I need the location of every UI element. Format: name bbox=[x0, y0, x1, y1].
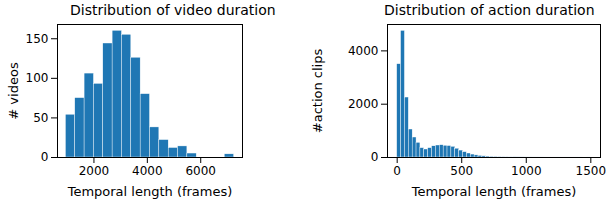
svg-text:1500: 1500 bbox=[576, 164, 607, 178]
svg-text:2000: 2000 bbox=[79, 164, 110, 178]
svg-text:4000: 4000 bbox=[348, 44, 379, 58]
svg-text:6000: 6000 bbox=[185, 164, 216, 178]
svg-text:# videos: # videos bbox=[6, 62, 21, 120]
svg-text:Temporal length (frames): Temporal length (frames) bbox=[411, 184, 577, 199]
svg-text:150: 150 bbox=[26, 32, 49, 46]
svg-text:500: 500 bbox=[450, 164, 473, 178]
svg-text:100: 100 bbox=[26, 71, 49, 85]
svg-text:2000: 2000 bbox=[348, 97, 379, 111]
html-text:Distribution of action duratio: Distribution of action duration bbox=[384, 2, 595, 18]
svg-text:0: 0 bbox=[41, 150, 49, 164]
svg-text:4000: 4000 bbox=[132, 164, 163, 178]
svg-text:0: 0 bbox=[371, 150, 379, 164]
html-text:Distribution of video duration: Distribution of video duration bbox=[70, 2, 276, 18]
svg-text:1000: 1000 bbox=[511, 164, 542, 178]
svg-text:50: 50 bbox=[33, 111, 48, 125]
svg-text:Temporal length (frames): Temporal length (frames) bbox=[67, 184, 233, 199]
svg-text:#action clips: #action clips bbox=[310, 49, 325, 134]
svg-text:0: 0 bbox=[393, 164, 401, 178]
